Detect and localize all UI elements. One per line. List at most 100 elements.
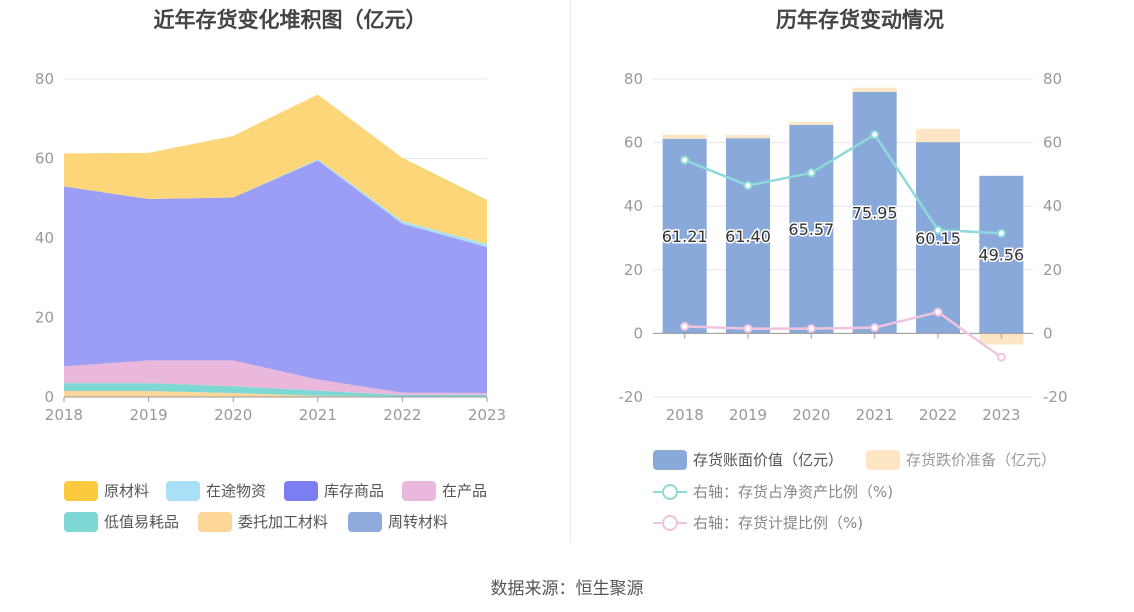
legend-label: 存货账面价值（亿元） [693, 451, 844, 469]
legend-swatch [653, 449, 687, 470]
line-point [680, 321, 690, 331]
right-bar-line-chart: -20 0 20 40 60 80 -20 0 20 40 60 80 2018 2019 2020 2021… [619, 70, 1068, 424]
x-tick-label: 2023 [468, 406, 506, 424]
line-point [806, 168, 816, 178]
line-point [680, 155, 690, 165]
line-point [996, 228, 1006, 238]
panel-divider [570, 0, 571, 542]
data-source: 数据来源：恒生聚源 [490, 579, 644, 599]
area-库存商品 [64, 160, 487, 394]
bar-data-label: 75.95 [852, 204, 898, 223]
legend-swatch [166, 480, 200, 501]
legend-swatch [64, 480, 98, 501]
bar-provision [852, 87, 897, 92]
legend-item[interactable]: 存货账面价值（亿元） [653, 449, 843, 470]
bar-book-value [789, 124, 834, 334]
legend-swatch [348, 511, 382, 532]
bar-book-value [916, 142, 960, 334]
x-tick-label: 2022 [383, 406, 421, 424]
right-chart-title: 历年存货变动情况 [776, 8, 944, 32]
x-tick-label: 2021 [299, 406, 337, 424]
y-tick-label: 60 [624, 134, 643, 152]
bar-provision [789, 122, 834, 125]
y-tick-label: 20 [35, 309, 54, 327]
left-chart-title: 近年存货变化堆积图（亿元） [153, 8, 427, 32]
line-series [684, 310, 1003, 359]
legend-label: 右轴：存货计提比例（%) [693, 514, 864, 532]
legend-swatch [64, 511, 98, 532]
x-tick-label: 2019 [130, 406, 168, 424]
legend-label: 在途物资 [206, 482, 267, 500]
bar-book-value [979, 175, 1024, 334]
x-tick-label: 2020 [792, 406, 830, 424]
legend-swatch [284, 480, 318, 501]
legend-item[interactable]: 存货跌价准备（亿元） [866, 449, 1056, 470]
legend-label: 委托加工材料 [238, 513, 329, 531]
bar-data-label: 61.40 [725, 227, 771, 246]
bar-provision [979, 333, 1024, 345]
area-原材料 [64, 94, 487, 244]
line-series [684, 132, 1002, 235]
legend-swatch [653, 482, 687, 502]
line-point [870, 130, 880, 140]
y-tick-label: 80 [624, 70, 643, 88]
bar-provision [662, 134, 707, 139]
legend-label: 低值易耗品 [104, 513, 180, 531]
x-tick-label: 2018 [666, 406, 704, 424]
x-tick-label: 2021 [856, 406, 894, 424]
legend-item[interactable]: 周转材料 [348, 511, 448, 532]
bar-data-label: 49.56 [978, 246, 1024, 265]
area-在产品 [64, 360, 487, 396]
y2-tick-label: 40 [1043, 197, 1062, 215]
y-tick-label: 40 [35, 229, 54, 247]
line-point [743, 324, 753, 334]
legend-item[interactable]: 右轴：存货占净资产比例（%) [653, 481, 893, 502]
legend-item[interactable]: 在途物资 [166, 480, 266, 501]
legend-label: 库存商品 [324, 482, 385, 500]
line-point [806, 324, 816, 334]
y-tick-label: 20 [624, 261, 643, 279]
bar-data-label: 61.21 [662, 227, 708, 246]
legend-item[interactable]: 右轴：存货计提比例（%) [653, 512, 863, 533]
y-tick-label: 0 [44, 388, 54, 406]
bar-data-label: 60.15 [915, 229, 961, 248]
line-point [743, 181, 753, 191]
bar-book-value [726, 138, 770, 334]
y-tick-label: 0 [633, 324, 643, 342]
x-tick-label: 2023 [982, 406, 1020, 424]
y2-tick-label: 0 [1043, 324, 1053, 342]
area-委托加工材料 [64, 391, 487, 397]
legend-item[interactable]: 在产品 [402, 480, 487, 501]
area-低值易耗品 [64, 383, 487, 397]
x-tick-label: 2020 [214, 406, 252, 424]
bar-data-label: 65.57 [788, 220, 834, 239]
legend-label: 右轴：存货占净资产比例（%) [693, 483, 894, 501]
legend-swatch [653, 513, 687, 533]
legend-item[interactable]: 低值易耗品 [64, 511, 179, 532]
y2-tick-label: 60 [1043, 134, 1062, 152]
legend-item[interactable]: 原材料 [64, 480, 149, 501]
left-stacked-area-chart: 0 20 40 60 80 2018 2019 2020 2021 2022 2023 [35, 70, 506, 424]
y2-tick-label: 20 [1043, 261, 1062, 279]
y-tick-label: 80 [35, 70, 54, 88]
line-point [933, 307, 943, 317]
legend-item[interactable]: 库存商品 [284, 480, 384, 501]
legend-label: 存货跌价准备（亿元） [906, 451, 1057, 469]
legend-swatch [402, 480, 436, 501]
legend-swatch [866, 449, 900, 470]
y-tick-label: 60 [35, 150, 54, 168]
line-point [996, 352, 1006, 362]
y-tick-label: 40 [624, 197, 643, 215]
bar-provision [916, 128, 960, 143]
x-tick-label: 2018 [45, 406, 83, 424]
y2-tick-label: 80 [1043, 70, 1062, 88]
line-point [870, 323, 880, 333]
bar-book-value [662, 138, 707, 334]
line-point [933, 225, 943, 235]
y2-tick-label: -20 [1043, 388, 1068, 406]
legend-item[interactable]: 委托加工材料 [198, 511, 328, 532]
legend-label: 原材料 [104, 482, 150, 500]
legend-label: 在产品 [442, 482, 488, 500]
x-tick-label: 2019 [729, 406, 767, 424]
y-tick-label: -20 [619, 388, 644, 406]
